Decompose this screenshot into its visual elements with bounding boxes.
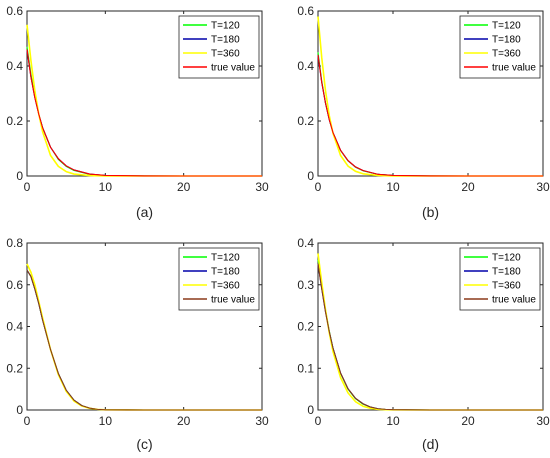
legend: T=120 T=180 T=360 true value: [178, 15, 260, 79]
y-tick-label: 0.6: [6, 278, 23, 292]
legend-entry-label: T=360: [211, 281, 240, 292]
legend-box: [178, 247, 260, 311]
x-tick-label: 30: [255, 414, 269, 428]
panel-label: (a): [136, 204, 153, 220]
legend-entry-label: T=120: [492, 253, 521, 264]
legend: T=120 T=180 T=360 true value: [459, 15, 541, 79]
panel-label: (c): [136, 436, 152, 452]
x-tick-label: 30: [536, 414, 550, 428]
legend-entry-label: T=180: [211, 35, 240, 46]
y-tick-label: 0: [16, 403, 23, 417]
x-tick-label: 30: [536, 180, 550, 194]
legend-entry-label: true value: [492, 295, 536, 306]
x-tick-label: 30: [255, 180, 269, 194]
legend-entry-label: T=360: [492, 281, 521, 292]
y-tick-label: 0.2: [297, 114, 314, 128]
x-tick-label: 0: [315, 180, 322, 194]
legend-box: [459, 15, 541, 79]
x-tick-label: 20: [461, 180, 475, 194]
x-tick-label: 10: [99, 414, 113, 428]
x-tick-label: 0: [24, 414, 31, 428]
y-tick-label: 0.4: [297, 236, 314, 250]
subplot-c: 0 10 20 30 0 0.2 0.4 0.6 0.8 T=120 T=180 T=360 true …: [6, 236, 269, 452]
y-tick-label: 0.6: [6, 4, 23, 18]
series-line-true-value: [26, 269, 262, 411]
x-tick-label: 20: [461, 414, 475, 428]
x-tick-label: 10: [386, 414, 400, 428]
panel-label: (b): [422, 204, 439, 220]
legend: T=120 T=180 T=360 true value: [178, 247, 260, 311]
y-tick-label: 0.4: [297, 59, 314, 73]
legend-entry-label: true value: [492, 63, 536, 74]
y-tick-label: 0: [307, 403, 314, 417]
x-tick-label: 20: [177, 414, 191, 428]
legend-entry-label: true value: [211, 63, 255, 74]
legend-entry-label: T=180: [492, 267, 521, 278]
y-tick-label: 0.4: [6, 320, 23, 334]
x-tick-label: 20: [177, 180, 191, 194]
y-tick-label: 0: [307, 169, 314, 183]
series-line-true-value: [26, 49, 262, 177]
subplot-b: 0 10 20 30 0 0.2 0.4 0.6 T=120 T=180 T=360 true val…: [297, 4, 550, 220]
y-tick-label: 0.2: [6, 361, 23, 375]
y-tick-label: 0.3: [297, 278, 314, 292]
x-tick-label: 10: [99, 180, 113, 194]
series-line-true-value: [317, 263, 543, 411]
legend-entry-label: true value: [211, 295, 255, 306]
y-tick-label: 0.1: [297, 361, 314, 375]
x-tick-label: 0: [315, 414, 322, 428]
y-tick-label: 0.8: [6, 236, 23, 250]
legend-entry-label: T=180: [492, 35, 521, 46]
series-line-true-value: [317, 54, 543, 177]
legend-entry-label: T=360: [492, 49, 521, 60]
y-tick-label: 0.2: [297, 320, 314, 334]
legend-entry-label: T=120: [492, 21, 521, 32]
subplot-d: 0 10 20 30 0 0.1 0.2 0.3 0.4 T=120 T=180 T=360 true …: [297, 236, 550, 452]
legend-entry-label: T=180: [211, 267, 240, 278]
x-tick-label: 10: [386, 180, 400, 194]
y-tick-label: 0.2: [6, 114, 23, 128]
legend-entry-label: T=360: [211, 49, 240, 60]
panel-label: (d): [422, 436, 439, 452]
x-tick-label: 0: [24, 180, 31, 194]
y-tick-label: 0: [16, 169, 23, 183]
subplot-a: 0 10 20 30 0 0.2 0.4 0.6 T=120 T=180 T=360 true val…: [6, 4, 269, 220]
y-tick-label: 0.6: [297, 4, 314, 18]
legend-entry-label: T=120: [211, 253, 240, 264]
legend-entry-label: T=120: [211, 21, 240, 32]
legend: T=120 T=180 T=360 true value: [459, 247, 541, 311]
y-tick-label: 0.4: [6, 59, 23, 73]
